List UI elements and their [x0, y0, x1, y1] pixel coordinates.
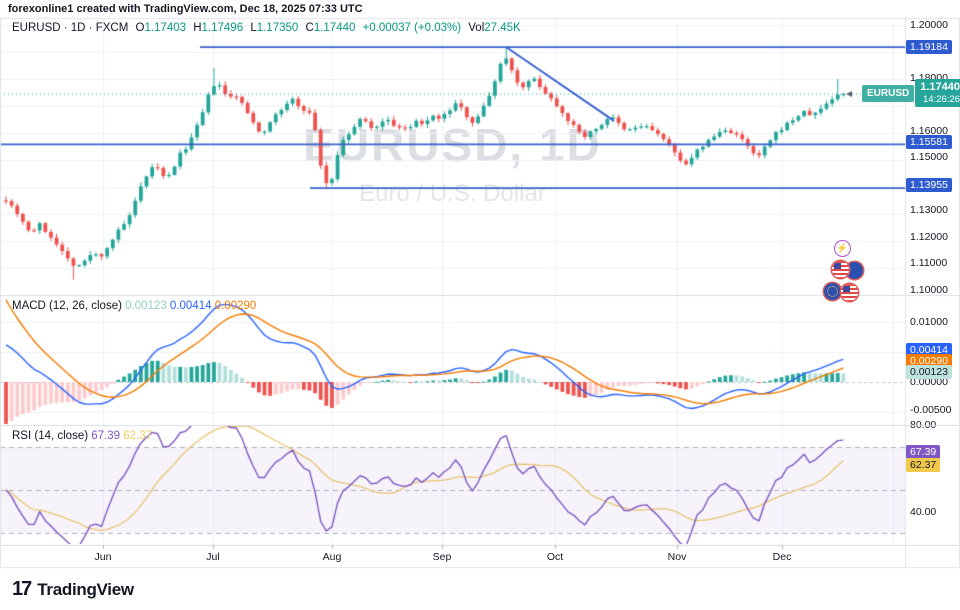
tradingview-logo-text: TradingView: [37, 579, 134, 599]
macd-title[interactable]: MACD (12, 26, close): [12, 300, 122, 312]
macd-value-badge: 0.00414: [906, 343, 952, 357]
low-value: 1.17350: [256, 22, 299, 34]
symbol-title[interactable]: EURUSD · 1D · FXCM: [12, 22, 129, 34]
macd-signal-value: 0.00290: [214, 300, 257, 312]
economic-event-flash-icon[interactable]: ⚡: [834, 240, 851, 257]
volume-value: 27.45K: [484, 22, 521, 34]
last-price-box: 1.17440 14:26:26: [915, 79, 960, 107]
last-price-countdown: 14:26:26: [923, 94, 960, 105]
last-price-value: 1.17440: [920, 81, 960, 93]
open-label: O: [135, 22, 145, 34]
macd-line-value: 0.00414: [169, 300, 212, 312]
rsi-ma-value: 62.37: [123, 430, 153, 442]
us-flag-icon[interactable]: [841, 284, 858, 301]
rsi-title[interactable]: RSI (14, close): [12, 430, 89, 442]
macd-legend[interactable]: MACD (12, 26, close) 0.00123 0.00414 0.0…: [12, 300, 256, 312]
close-label: C: [305, 22, 314, 34]
macd-value-badge: 0.00123: [906, 365, 952, 379]
change-value: +0.00037 (+0.03%): [362, 22, 462, 34]
close-value: 1.17440: [313, 22, 356, 34]
high-value: 1.17496: [201, 22, 244, 34]
volume-label: Vol: [468, 22, 485, 34]
low-label: L: [250, 22, 257, 34]
open-value: 1.17403: [144, 22, 187, 34]
last-price-symbol-chip: EURUSD: [862, 84, 915, 102]
rsi-value: 67.39: [91, 430, 121, 442]
rsi-value-badge: 62.37: [906, 458, 941, 472]
tradingview-logo-icon: 17: [12, 578, 32, 600]
eu-flag-icon[interactable]: [824, 283, 841, 300]
last-price-badge: EURUSD 1.17440 14:26:26: [862, 79, 960, 107]
macd-hist-value: 0.00123: [125, 300, 167, 312]
tradingview-logo[interactable]: 17 TradingView: [12, 578, 134, 601]
macd-value-badge: 0.00290: [906, 354, 952, 368]
price-level-badge: 1.15581: [906, 135, 952, 149]
us-flag-icon[interactable]: [832, 261, 849, 278]
rsi-value-badge: 67.39: [906, 445, 941, 459]
economic-event-secondary-icon[interactable]: [846, 262, 863, 279]
rsi-legend[interactable]: RSI (14, close) 67.39 62.37: [12, 430, 152, 442]
high-label: H: [193, 22, 202, 34]
price-level-badge: 1.19184: [906, 40, 952, 54]
symbol-legend[interactable]: EURUSD · 1D · FXCM O1.17403 H1.17496 L1.…: [12, 22, 521, 34]
price-level-badge: 1.13955: [906, 178, 952, 192]
